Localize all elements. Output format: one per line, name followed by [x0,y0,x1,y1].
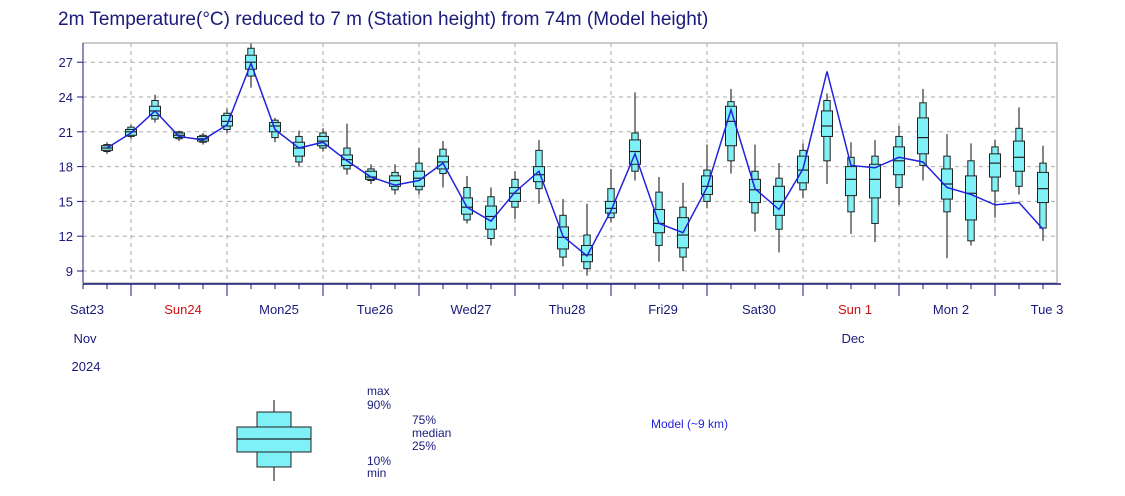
legend-median-label: median [412,426,452,440]
legend-p75-label: 75% [412,413,437,427]
y-tick-label: 27 [59,55,73,70]
p25-p75-box [581,244,593,263]
x-day-label: Fri29 [648,302,678,317]
p25-p75-box [293,141,305,157]
ensemble-box [893,126,905,205]
y-tick-label: 9 [66,264,73,279]
ensemble-box [917,88,929,181]
x-day-label: Wed27 [451,302,492,317]
x-day-label: Sat30 [742,302,776,317]
y-tick-label: 12 [59,229,73,244]
model-line [106,61,1044,258]
p25-p75-box [845,166,857,197]
legend-max-label: max [367,384,390,398]
ensemble-box [845,142,857,234]
y-tick-label: 24 [59,90,73,105]
x-month-label: Dec [841,331,865,346]
legend-min-label: min [367,466,387,480]
ensemble-box [173,130,185,142]
ensemble-box [869,139,881,242]
x-day-label: Tue 3 [1031,302,1064,317]
p25-p75-box [1013,140,1025,172]
ensemble-box [581,203,593,276]
p25-p75-box [1037,171,1049,204]
p25-p75-box [749,178,761,204]
x-year-label: 2024 [72,359,101,374]
legend-p90-label: 90% [367,398,392,412]
x-day-label: Thu28 [549,302,586,317]
legend-model-label: Model (~9 km) [651,417,729,431]
plot-frame [82,42,1058,284]
x-day-label: Mon25 [259,302,299,317]
p25-p75-box [365,170,377,180]
axis-layer: 9 12 15 18 21 24 27 Sat23 Sun24 Mon25 Tue26 Wed27 Th… [59,43,1064,374]
y-tick-label: 21 [59,125,73,140]
ensemble-box [413,148,425,195]
p25-p75-box [605,200,617,214]
y-tick-label: 15 [59,194,73,209]
p25-p75-box [917,117,929,155]
x-day-label: Sun24 [164,302,202,317]
p25-p75-box [269,122,281,133]
x-day-label: Tue26 [357,302,393,317]
ensemble-box [1037,145,1049,241]
y-tick-label: 18 [59,160,73,175]
ensemble-box [605,168,617,223]
legend-p10-label: 10% [367,454,392,468]
x-month-label: Nov [73,331,97,346]
ensemble-box [221,108,233,133]
model-line-layer [106,61,1044,258]
p25-p75-box [989,153,1001,178]
p25-p75-box [869,163,881,199]
ensemble-box [389,164,401,195]
ensemble-box [101,142,113,154]
ensemble-box [653,177,665,262]
legend-p25-label: 25% [412,439,437,453]
ensemble-box [317,128,329,152]
ensemble-box [1013,107,1025,195]
p25-p75-box [965,175,977,221]
x-day-label: Sat23 [70,302,104,317]
legend-graphic [236,400,312,481]
ensemble-box [941,134,953,259]
p25-p75-box [653,209,665,234]
chart-title: 2m Temperature(°C) reduced to 7 m (Stati… [58,9,709,30]
ensemble-box [821,93,833,184]
p25-p75-box [821,110,833,137]
x-day-label: Mon 2 [933,302,969,317]
grid-layer [82,42,1058,284]
p25-p75-box [509,186,521,202]
x-day-label: Sun 1 [838,302,872,317]
